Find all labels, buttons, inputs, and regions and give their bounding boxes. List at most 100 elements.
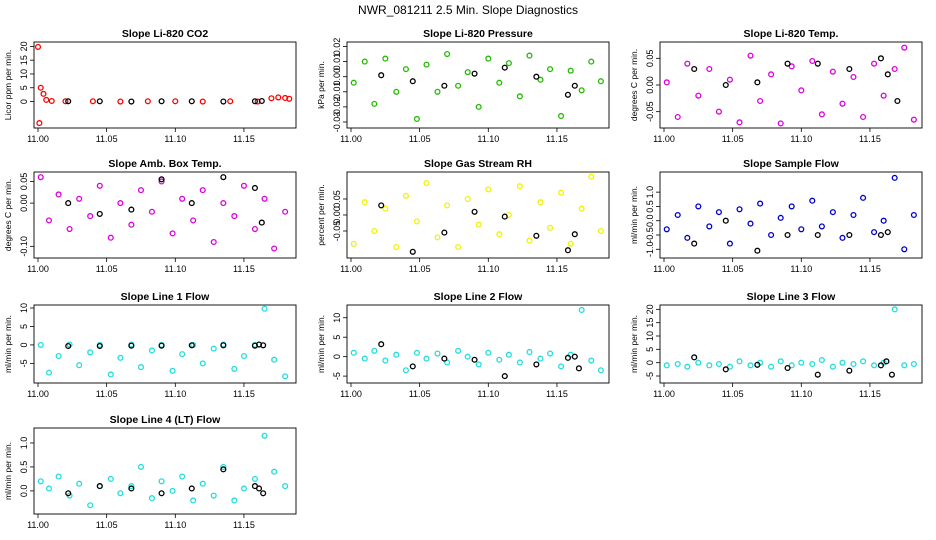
calibration-point: [784, 231, 791, 239]
slope-point: [350, 240, 357, 247]
slope-point: [48, 97, 55, 105]
calibration-point: [754, 247, 761, 254]
slope-point: [860, 358, 867, 365]
slope-point: [768, 71, 775, 78]
y-axis-label: ml/min per min.: [3, 442, 13, 500]
slope-point: [286, 95, 293, 102]
slope-point: [413, 115, 420, 123]
slope-point: [89, 98, 96, 105]
slope-point: [588, 173, 595, 180]
y-tick-label: 10: [645, 331, 655, 341]
y-tick-label: 0: [19, 99, 29, 104]
chart-panel-4: Slope Amb. Box Temp. 11.00 11.05 11.10 11.15…: [3, 158, 297, 274]
series-calibration: [65, 466, 267, 497]
slope-point: [777, 214, 784, 221]
calibration-point: [441, 355, 448, 362]
slope-point: [37, 84, 44, 91]
chart-panel-2: Slope Li-820 Pressure 11.00 11.05 11.10 11.1…: [316, 28, 610, 144]
slope-point: [578, 87, 585, 94]
slope-point: [382, 205, 389, 212]
y-tick-label: 0.05: [645, 50, 655, 68]
slope-point: [423, 355, 430, 362]
slope-point: [66, 226, 73, 233]
y-tick-label: 1.0: [19, 437, 29, 450]
slope-point: [423, 179, 430, 187]
calibration-point: [260, 490, 267, 497]
slope-point: [747, 52, 754, 59]
calibration-point: [877, 362, 884, 369]
calibration-point: [409, 248, 416, 255]
slope-point: [382, 55, 389, 62]
slope-point: [485, 55, 492, 62]
slope-point: [684, 60, 691, 67]
slope-point: [674, 211, 681, 219]
slope-point: [128, 221, 135, 228]
y-tick-label: 0.02: [332, 38, 342, 56]
calibration-point: [846, 231, 853, 239]
slope-point: [261, 432, 268, 439]
chart-title: Slope Li-820 Temp.: [744, 28, 839, 40]
slope-point: [475, 361, 482, 368]
x-tick-label: 11.10: [790, 134, 812, 144]
slope-point: [663, 362, 670, 369]
slope-point: [809, 197, 816, 204]
y-tick-label: 0.00: [332, 206, 342, 224]
series-calibration: [65, 174, 265, 226]
slope-point: [199, 480, 206, 487]
slope-point: [148, 347, 156, 354]
slope-point: [434, 88, 441, 95]
calibration-point: [888, 371, 895, 378]
y-tick-label: 5: [19, 324, 29, 329]
slope-point: [361, 58, 368, 65]
calibration-point: [96, 483, 103, 490]
slope-point: [516, 183, 523, 190]
calibration-point: [96, 98, 103, 105]
slope-point: [788, 362, 795, 369]
series-calibration: [691, 217, 891, 254]
slope-point: [706, 223, 713, 230]
series-slope: [663, 174, 917, 253]
slope-point: [179, 351, 186, 358]
slope-point: [220, 463, 227, 470]
y-tick-label: 0.5: [645, 200, 655, 213]
slope-point: [860, 113, 867, 121]
y-tick-label: 0.0: [19, 485, 29, 498]
y-tick-label: 15: [645, 318, 655, 328]
y-axis-label: ml/min per min.: [629, 315, 639, 373]
x-tick-label: 11.15: [546, 134, 568, 144]
x-tick-label: 11.00: [653, 264, 675, 274]
calibration-point: [533, 232, 540, 239]
slope-point: [55, 191, 62, 198]
y-axis-label: ml/min per min.: [316, 315, 326, 373]
calibration-point: [691, 240, 698, 247]
y-tick-label: 5: [332, 335, 342, 340]
slope-point: [271, 468, 278, 475]
y-tick-label: 0.00: [645, 76, 655, 94]
slope-point: [597, 367, 604, 374]
y-tick-label: -0.03: [332, 112, 342, 133]
x-tick-label: 11.00: [27, 520, 49, 530]
calibration-point: [722, 366, 729, 373]
slope-point: [382, 357, 389, 364]
calibration-point: [65, 200, 72, 207]
slope-point: [107, 234, 114, 241]
slope-point: [818, 223, 825, 230]
slope-point: [393, 88, 400, 95]
slope-point: [777, 120, 784, 127]
y-tick-label: 10: [19, 303, 29, 313]
slope-point: [880, 92, 887, 99]
calibration-point: [378, 72, 385, 79]
slope-point: [674, 360, 681, 368]
plot-frame: [33, 41, 297, 129]
slope-point: [210, 238, 217, 246]
slope-point: [880, 217, 887, 224]
calibration-point: [441, 82, 448, 89]
slope-point: [663, 79, 670, 86]
calibration-point: [691, 354, 698, 361]
series-calibration: [378, 341, 582, 380]
y-tick-label: 5: [19, 85, 29, 90]
calibration-point: [722, 81, 729, 89]
x-tick-label: 11.00: [653, 389, 675, 399]
x-tick-label: 11.00: [653, 134, 675, 144]
slope-point: [558, 363, 565, 370]
